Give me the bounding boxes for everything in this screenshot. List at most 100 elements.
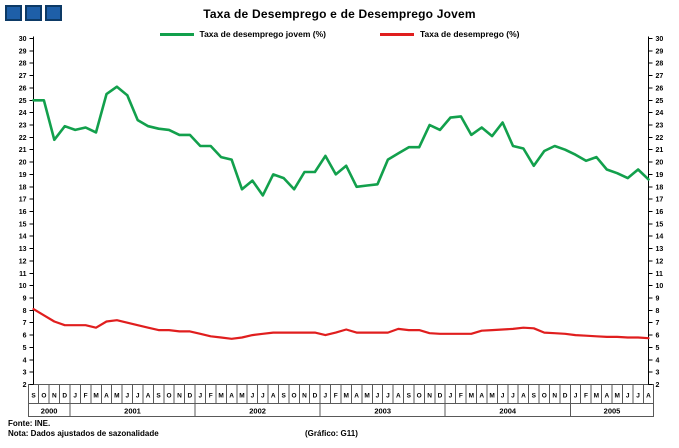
axis-tick-label: 23	[656, 123, 664, 130]
axis-tick-label: 23	[19, 123, 27, 130]
month-label: J	[198, 393, 202, 400]
month-label: D	[313, 393, 318, 400]
axis-tick-label: 2	[23, 382, 27, 389]
footer-graph-ref: (Gráfico: G11)	[305, 429, 358, 438]
axis-tick-label: 18	[19, 184, 27, 191]
year-label: 2001	[124, 407, 141, 416]
month-label: J	[626, 393, 630, 400]
month-label: M	[489, 393, 494, 400]
legend-item-desemprego-jovem: Taxa de desemprego jovem (%)	[159, 29, 326, 39]
month-label: S	[31, 393, 36, 400]
month-label: N	[427, 393, 432, 400]
axis-tick-label: 5	[23, 345, 27, 352]
axis-tick-label: 28	[656, 61, 664, 68]
year-label: 2000	[41, 407, 58, 416]
month-label: J	[324, 393, 328, 400]
axis-tick-label: 25	[656, 98, 664, 105]
axis-tick-label: 10	[656, 283, 664, 290]
month-label: J	[636, 393, 640, 400]
axis-tick-label: 8	[23, 308, 27, 315]
month-label: D	[188, 393, 193, 400]
month-label: J	[251, 393, 255, 400]
series-line-desemprego-jovem	[32, 85, 650, 197]
logo	[5, 5, 62, 21]
axis-tick-label: 29	[656, 48, 664, 55]
axis-tick-label: 21	[19, 147, 27, 154]
logo-square	[25, 5, 42, 21]
month-label: J	[511, 393, 515, 400]
axis-tick-label: 8	[656, 308, 660, 315]
legend-label: Taxa de desemprego jovem (%)	[199, 29, 326, 39]
month-label: M	[469, 393, 474, 400]
month-label: N	[302, 393, 307, 400]
month-label: D	[563, 393, 568, 400]
month-label: M	[364, 393, 369, 400]
x-axis-years: 2000 2001 2002 2003 2004 2005	[27, 403, 655, 417]
month-label: J	[261, 393, 265, 400]
logo-square	[5, 5, 22, 21]
month-label: J	[126, 393, 130, 400]
axis-tick-label: 9	[656, 296, 660, 303]
month-label: O	[292, 393, 297, 400]
axis-tick-label: 12	[19, 258, 27, 265]
legend-swatch-green	[159, 32, 194, 36]
month-label: J	[136, 393, 140, 400]
month-label: A	[646, 393, 651, 400]
axis-tick-label: 24	[19, 110, 27, 117]
month-label: O	[41, 393, 46, 400]
axis-tick-label: 30	[19, 36, 27, 43]
month-label: M	[344, 393, 349, 400]
axis-tick-label: 14	[656, 234, 664, 241]
axis-tick-label: 22	[19, 135, 27, 142]
axis-tick-label: 26	[656, 85, 664, 92]
month-label: M	[93, 393, 98, 400]
month-label: S	[532, 393, 537, 400]
axis-tick-label: 4	[23, 357, 27, 364]
axis-tick-label: 10	[19, 283, 27, 290]
axis-tick-label: 20	[19, 160, 27, 167]
month-label: J	[501, 393, 505, 400]
axis-tick-label: 7	[23, 320, 27, 327]
month-label: A	[229, 393, 234, 400]
month-label: A	[104, 393, 109, 400]
axis-tick-label: 11	[656, 271, 664, 278]
month-label: J	[574, 393, 578, 400]
axis-tick-label: 18	[656, 184, 664, 191]
axis-tick-label: 13	[19, 246, 27, 253]
month-label: N	[52, 393, 57, 400]
year-label: 2003	[374, 407, 391, 416]
y-axis-right: 2345678910111213141516171819202122232425…	[648, 36, 664, 389]
month-label: A	[271, 393, 276, 400]
month-label: N	[552, 393, 557, 400]
axis-tick-label: 26	[19, 85, 27, 92]
axis-tick-label: 16	[19, 209, 27, 216]
axis-tick-label: 27	[656, 73, 664, 80]
axis-tick-label: 2	[656, 382, 660, 389]
month-label: F	[334, 393, 338, 400]
axis-tick-label: 21	[656, 147, 664, 154]
month-label: M	[615, 393, 620, 400]
axis-tick-label: 24	[656, 110, 664, 117]
axis-tick-label: 5	[656, 345, 660, 352]
month-label: M	[239, 393, 244, 400]
legend-swatch-red	[379, 32, 414, 36]
axis-tick-label: 19	[19, 172, 27, 179]
month-label: A	[604, 393, 609, 400]
axis-tick-label: 27	[19, 73, 27, 80]
month-label: F	[209, 393, 213, 400]
axis-tick-label: 11	[19, 271, 27, 278]
axis-tick-label: 9	[23, 296, 27, 303]
series-line-desemprego	[32, 308, 650, 340]
month-label: F	[84, 393, 88, 400]
month-label: A	[479, 393, 484, 400]
axis-tick-label: 19	[656, 172, 664, 179]
month-label: S	[407, 393, 412, 400]
axis-tick-label: 17	[656, 197, 664, 204]
month-label: F	[459, 393, 463, 400]
month-label: M	[594, 393, 599, 400]
axis-tick-label: 16	[656, 209, 664, 216]
axis-tick-label: 6	[23, 333, 27, 340]
month-label: M	[114, 393, 119, 400]
